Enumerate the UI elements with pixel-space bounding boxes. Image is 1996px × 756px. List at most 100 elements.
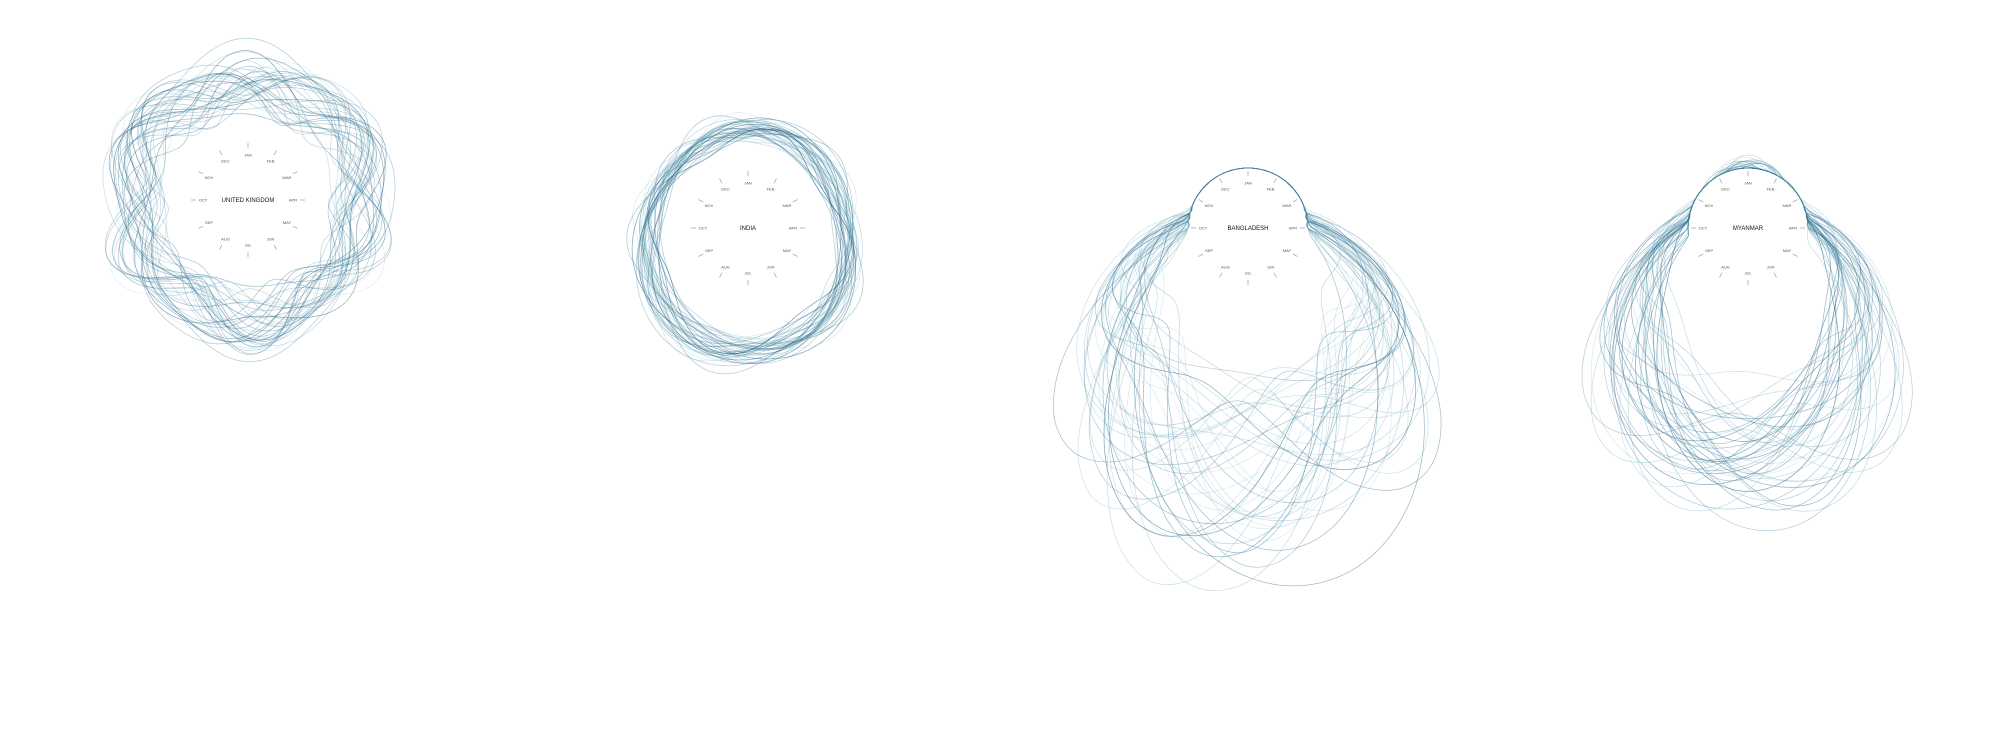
month-tick <box>792 199 798 203</box>
series-line <box>116 72 374 337</box>
series-line <box>1660 167 1858 501</box>
series-line <box>1590 154 1903 473</box>
month-tick <box>1792 199 1798 203</box>
month-label: MAY <box>1783 248 1792 253</box>
series-line <box>121 75 375 325</box>
series-line <box>118 60 378 311</box>
series-line <box>632 112 857 362</box>
radial-chart-4: JAN FEB MAR APR MAY JUN JUL AUG SEP OCT NOV DEC MYAN… <box>1581 154 1913 531</box>
series-line <box>1087 167 1416 456</box>
country-label: BANGLADESH <box>1227 226 1268 232</box>
month-label: APR <box>789 226 797 231</box>
month-label: JUL <box>1244 271 1252 276</box>
month-label: JUL <box>244 243 252 248</box>
month-tick <box>1273 178 1277 184</box>
series-line <box>639 124 853 360</box>
series-line <box>109 62 392 351</box>
series-line <box>649 129 842 343</box>
series-line <box>113 78 370 341</box>
month-label: SEP <box>1705 248 1713 253</box>
country-label: UNITED KINGDOM <box>222 198 275 204</box>
month-tick <box>773 178 777 184</box>
month-tick <box>198 225 204 229</box>
month-label: JUL <box>744 271 752 276</box>
radial-chart-1: JAN FEB MAR APR MAY JUN JUL AUG SEP OCT NOV DEC UNIT… <box>102 37 396 363</box>
series-line <box>149 68 347 332</box>
series-line <box>145 73 382 328</box>
series-line <box>1118 167 1355 492</box>
series-line <box>641 128 850 357</box>
series-line <box>644 125 857 359</box>
month-tick <box>1698 199 1704 203</box>
month-tick <box>1273 272 1277 278</box>
series-line <box>647 133 852 347</box>
month-label: MAY <box>283 220 292 225</box>
series-line <box>650 123 842 361</box>
series-line <box>134 94 362 306</box>
month-tick <box>1792 253 1798 257</box>
month-label: MAR <box>1283 203 1292 208</box>
series-line <box>132 91 364 309</box>
month-label: MAR <box>1783 203 1792 208</box>
series-line <box>142 37 354 363</box>
series-line <box>640 130 851 353</box>
series-line <box>650 138 841 342</box>
series-line <box>639 120 849 354</box>
series-line <box>123 65 373 308</box>
month-tick <box>219 244 223 250</box>
series-line <box>640 140 858 339</box>
month-label: JAN <box>744 181 752 186</box>
month-label: NOV <box>1205 203 1214 208</box>
series-line <box>126 71 370 329</box>
month-label: AUG <box>1221 265 1230 270</box>
series-line <box>119 73 377 327</box>
series-line <box>104 76 392 355</box>
series-line <box>114 80 368 339</box>
series-line <box>1106 167 1440 585</box>
series-line <box>648 137 850 343</box>
month-label: JUN <box>1767 265 1775 270</box>
series-line <box>120 75 376 325</box>
series-line <box>128 76 355 311</box>
series-line <box>1124 167 1414 539</box>
month-tick <box>1198 199 1204 203</box>
month-label: AUG <box>1721 265 1730 270</box>
month-tick <box>292 225 298 229</box>
series-line <box>642 128 847 350</box>
month-label: JUL <box>1744 271 1752 276</box>
series-line <box>110 68 386 332</box>
month-label: FEB <box>1267 187 1275 192</box>
month-tick <box>1719 272 1723 278</box>
month-label: FEB <box>267 159 275 164</box>
series-line <box>111 99 383 352</box>
series-line <box>129 73 384 339</box>
series-line <box>1103 167 1405 537</box>
month-label: FEB <box>1767 187 1775 192</box>
month-tick <box>698 253 704 257</box>
month-label: MAY <box>783 248 792 253</box>
series-line <box>1119 167 1395 467</box>
series-line <box>640 129 859 364</box>
month-tick <box>273 150 277 156</box>
series-line <box>123 72 365 322</box>
month-label: SEP <box>705 248 713 253</box>
month-tick <box>698 199 704 203</box>
month-label: JAN <box>1744 181 1752 186</box>
month-label: MAR <box>283 175 292 180</box>
series-line <box>638 128 854 354</box>
month-tick <box>792 253 798 257</box>
month-label: APR <box>1289 226 1297 231</box>
month-label: JUN <box>1267 265 1275 270</box>
series-line <box>1618 167 1846 449</box>
month-label: AUG <box>721 265 730 270</box>
month-tick <box>719 178 723 184</box>
series-line <box>643 121 850 364</box>
series-line <box>626 115 864 375</box>
series-line <box>126 68 370 307</box>
month-tick <box>1698 253 1704 257</box>
series-line <box>1103 167 1379 529</box>
series-line <box>150 51 346 349</box>
series-line <box>124 82 372 318</box>
series-line <box>1631 167 1873 428</box>
series-line <box>117 71 383 342</box>
